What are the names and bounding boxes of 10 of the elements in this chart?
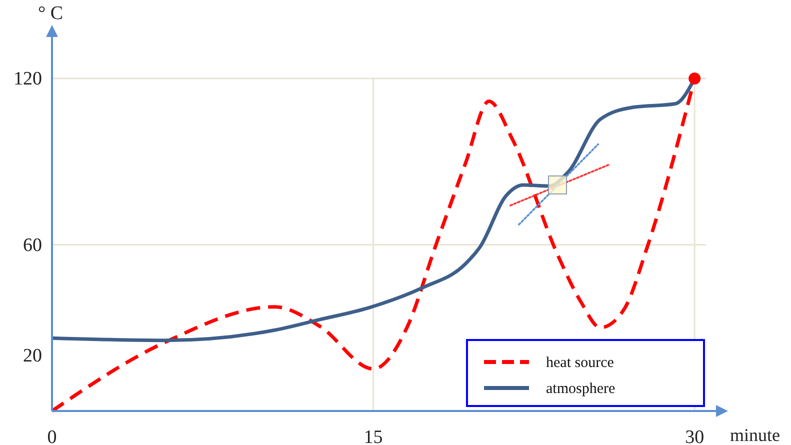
legend-label: atmosphere xyxy=(546,381,616,397)
y-tick-label: 60 xyxy=(23,234,42,256)
y-tick-label: 20 xyxy=(23,346,42,367)
y-axis-title: ° C xyxy=(38,3,64,24)
x-tick-label: 15 xyxy=(364,427,383,445)
x-tick-label: 0 xyxy=(47,427,57,445)
legend-label: heat source xyxy=(546,355,614,371)
x-axis-title: minute xyxy=(730,425,780,445)
y-tick-label: 120 xyxy=(14,68,42,90)
x-tick-label: 30 xyxy=(685,427,704,445)
